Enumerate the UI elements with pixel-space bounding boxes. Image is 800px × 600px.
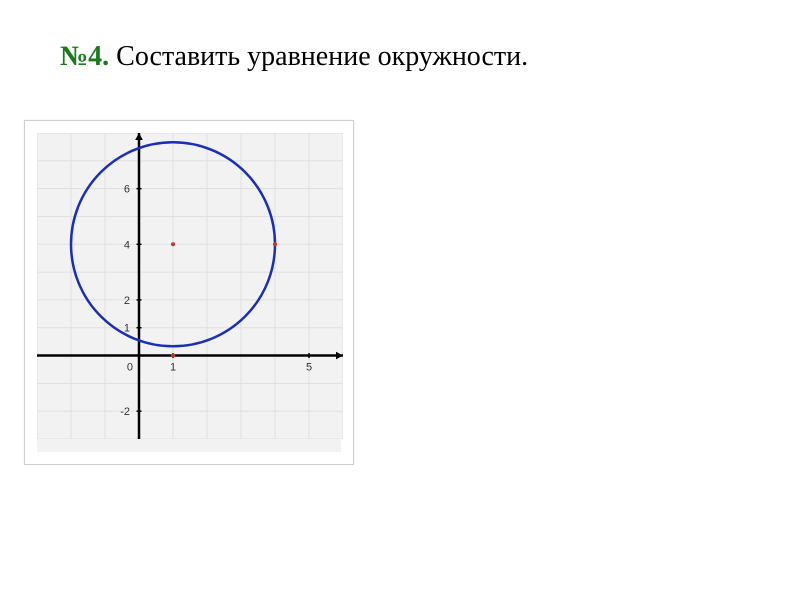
svg-text:-2: -2 [120,406,130,418]
coordinate-plane: 0151246-2 [37,133,343,439]
plot-area: 0151246-2 [37,133,341,452]
svg-text:0: 0 [127,362,133,374]
svg-text:6: 6 [124,184,130,196]
problem-number: №4. [60,41,109,72]
svg-text:5: 5 [306,362,312,374]
chart-frame: 0151246-2 [24,120,354,465]
problem-title: №4. Составить уравнение окружности. [60,40,760,74]
problem-text: Составить уравнение окружности. [116,41,528,72]
svg-text:4: 4 [124,239,130,251]
svg-text:1: 1 [170,362,176,374]
svg-text:2: 2 [124,295,130,307]
